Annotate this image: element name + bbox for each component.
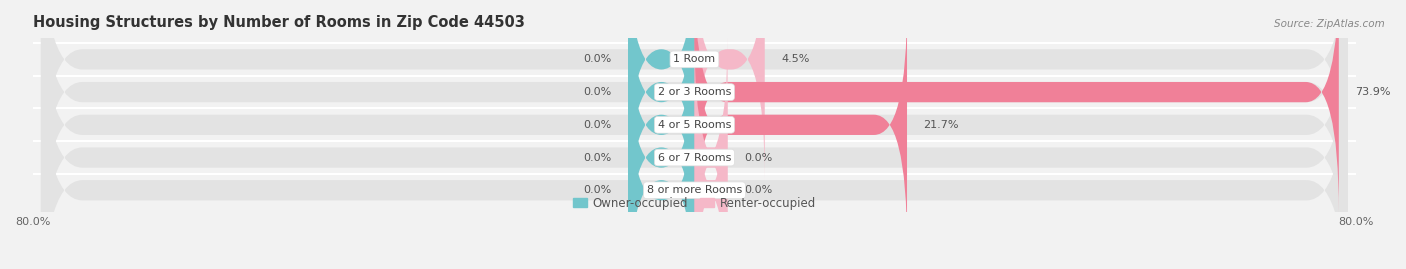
Text: 21.7%: 21.7% bbox=[924, 120, 959, 130]
Text: 73.9%: 73.9% bbox=[1355, 87, 1391, 97]
Text: 8 or more Rooms: 8 or more Rooms bbox=[647, 185, 742, 195]
Legend: Owner-occupied, Renter-occupied: Owner-occupied, Renter-occupied bbox=[568, 192, 821, 214]
Text: 0.0%: 0.0% bbox=[583, 87, 612, 97]
FancyBboxPatch shape bbox=[41, 37, 1348, 269]
FancyBboxPatch shape bbox=[41, 0, 1348, 269]
Text: 0.0%: 0.0% bbox=[583, 153, 612, 162]
FancyBboxPatch shape bbox=[695, 0, 1339, 213]
Text: 4.5%: 4.5% bbox=[782, 54, 810, 64]
FancyBboxPatch shape bbox=[695, 69, 727, 269]
FancyBboxPatch shape bbox=[695, 0, 765, 180]
Text: 0.0%: 0.0% bbox=[744, 185, 772, 195]
Text: 0.0%: 0.0% bbox=[583, 185, 612, 195]
FancyBboxPatch shape bbox=[628, 4, 695, 246]
FancyBboxPatch shape bbox=[628, 0, 695, 180]
Text: 6 or 7 Rooms: 6 or 7 Rooms bbox=[658, 153, 731, 162]
FancyBboxPatch shape bbox=[628, 0, 695, 213]
Text: Source: ZipAtlas.com: Source: ZipAtlas.com bbox=[1274, 19, 1385, 29]
FancyBboxPatch shape bbox=[41, 0, 1348, 246]
FancyBboxPatch shape bbox=[628, 69, 695, 269]
Text: 0.0%: 0.0% bbox=[744, 153, 772, 162]
Text: 4 or 5 Rooms: 4 or 5 Rooms bbox=[658, 120, 731, 130]
Text: 0.0%: 0.0% bbox=[583, 120, 612, 130]
FancyBboxPatch shape bbox=[695, 37, 727, 269]
Text: 1 Room: 1 Room bbox=[673, 54, 716, 64]
Text: Housing Structures by Number of Rooms in Zip Code 44503: Housing Structures by Number of Rooms in… bbox=[32, 15, 524, 30]
FancyBboxPatch shape bbox=[628, 37, 695, 269]
FancyBboxPatch shape bbox=[41, 0, 1348, 213]
FancyBboxPatch shape bbox=[695, 4, 907, 246]
Text: 2 or 3 Rooms: 2 or 3 Rooms bbox=[658, 87, 731, 97]
FancyBboxPatch shape bbox=[41, 4, 1348, 269]
Text: 0.0%: 0.0% bbox=[583, 54, 612, 64]
